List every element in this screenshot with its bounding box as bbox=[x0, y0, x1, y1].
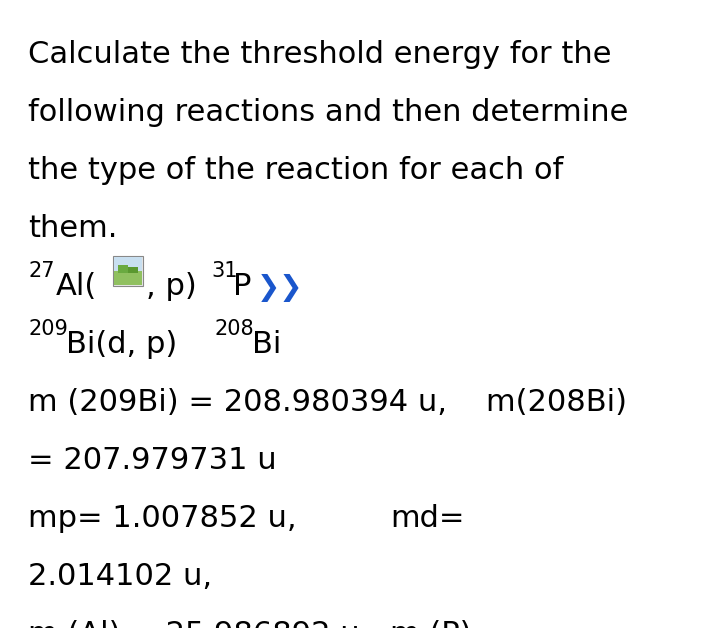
Text: mp= 1.007852 u,: mp= 1.007852 u, bbox=[28, 504, 297, 533]
Text: m (P) =: m (P) = bbox=[390, 620, 507, 628]
Text: Bi: Bi bbox=[252, 330, 282, 359]
Text: P: P bbox=[233, 272, 251, 301]
Text: 27: 27 bbox=[28, 261, 55, 281]
Text: m (Al) = 25.986892 u,: m (Al) = 25.986892 u, bbox=[28, 620, 369, 628]
Text: following reactions and then determine: following reactions and then determine bbox=[28, 98, 629, 127]
Text: , p): , p) bbox=[146, 272, 207, 301]
Text: m (209Bi) = 208.980394 u,    m(208Bi): m (209Bi) = 208.980394 u, m(208Bi) bbox=[28, 388, 627, 417]
Text: 31: 31 bbox=[211, 261, 238, 281]
Text: md=: md= bbox=[390, 504, 464, 533]
Text: them.: them. bbox=[28, 214, 117, 243]
Text: 209: 209 bbox=[28, 319, 68, 339]
Text: the type of the reaction for each of: the type of the reaction for each of bbox=[28, 156, 563, 185]
Text: Calculate the threshold energy for the: Calculate the threshold energy for the bbox=[28, 40, 611, 69]
Text: 2.014102 u,: 2.014102 u, bbox=[28, 562, 212, 591]
Text: Bi(d, p): Bi(d, p) bbox=[66, 330, 177, 359]
Text: Al(: Al( bbox=[56, 272, 97, 301]
Text: 208: 208 bbox=[214, 319, 253, 339]
Text: ❯❯: ❯❯ bbox=[257, 274, 304, 302]
Text: = 207.979731 u: = 207.979731 u bbox=[28, 446, 276, 475]
